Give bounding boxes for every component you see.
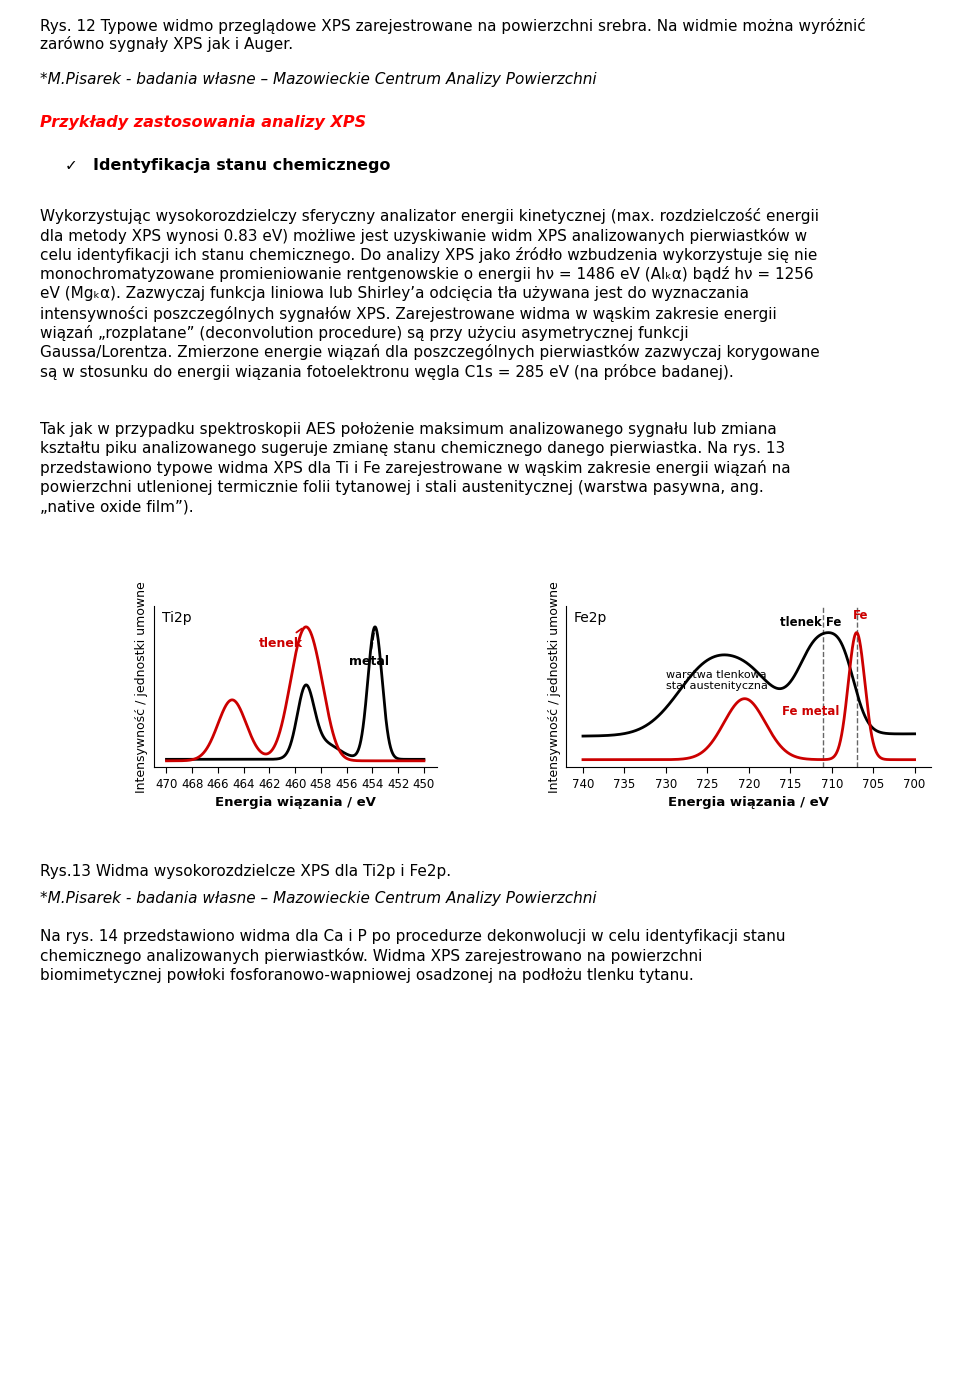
Text: celu identyfikacji ich stanu chemicznego. Do analizy XPS jako źródło wzbudzenia : celu identyfikacji ich stanu chemicznego… xyxy=(40,247,818,263)
Text: przedstawiono typowe widma XPS dla Ti i Fe zarejestrowane w wąskim zakresie ener: przedstawiono typowe widma XPS dla Ti i … xyxy=(40,461,791,476)
Text: warstwa tlenkowa
stal austenityczna: warstwa tlenkowa stal austenityczna xyxy=(666,670,768,691)
Text: Fe: Fe xyxy=(853,609,869,623)
Text: Fe metal: Fe metal xyxy=(782,705,839,717)
Text: metal: metal xyxy=(349,630,389,667)
Text: „native oxide film”).: „native oxide film”). xyxy=(40,500,194,514)
Text: Fe2p: Fe2p xyxy=(574,612,607,625)
Text: Na rys. 14 przedstawiono widma dla Ca i P po procedurze dekonwolucji w celu iden: Na rys. 14 przedstawiono widma dla Ca i … xyxy=(40,929,786,944)
Text: eV (Mgₖα). Zazwyczaj funkcja liniowa lub Shirley’a odcięcia tła używana jest do : eV (Mgₖα). Zazwyczaj funkcja liniowa lub… xyxy=(40,286,750,301)
Text: *M.Pisarek - badania własne – Mazowieckie Centrum Analizy Powierzchni: *M.Pisarek - badania własne – Mazowiecki… xyxy=(40,892,597,907)
Text: Przykłady zastosowania analizy XPS: Przykłady zastosowania analizy XPS xyxy=(40,116,367,130)
Text: powierzchni utlenionej termicznie folii tytanowej i stali austenitycznej (warstw: powierzchni utlenionej termicznie folii … xyxy=(40,481,764,495)
Text: chemicznego analizowanych pierwiastków. Widma XPS zarejestrowano na powierzchni: chemicznego analizowanych pierwiastków. … xyxy=(40,949,703,964)
Text: Rys.13 Widma wysokorozdzielcze XPS dla Ti2p i Fe2p.: Rys.13 Widma wysokorozdzielcze XPS dla T… xyxy=(40,864,451,879)
Text: biomimetycznej powłoki fosforanowo-wapniowej osadzonej na podłożu tlenku tytanu.: biomimetycznej powłoki fosforanowo-wapni… xyxy=(40,968,694,983)
Text: Tak jak w przypadku spektroskopii AES położenie maksimum analizowanego sygnału l: Tak jak w przypadku spektroskopii AES po… xyxy=(40,422,777,436)
Text: wiązań „rozplatane” (deconvolution procedure) są przy użyciu asymetrycznej funkc: wiązań „rozplatane” (deconvolution proce… xyxy=(40,325,689,341)
Text: *M.Pisarek - badania własne – Mazowieckie Centrum Analizy Powierzchni: *M.Pisarek - badania własne – Mazowiecki… xyxy=(40,72,597,86)
Text: zarówno sygnały XPS jak i Auger.: zarówno sygnały XPS jak i Auger. xyxy=(40,36,294,52)
Text: Identyfikacja stanu chemicznego: Identyfikacja stanu chemicznego xyxy=(93,157,391,173)
Text: tlenek: tlenek xyxy=(259,628,303,651)
Text: dla metody XPS wynosi 0.83 eV) możliwe jest uzyskiwanie widm XPS analizowanych p: dla metody XPS wynosi 0.83 eV) możliwe j… xyxy=(40,227,807,244)
Text: Wykorzystując wysokorozdzielczy sferyczny analizator energii kinetycznej (max. r: Wykorzystując wysokorozdzielczy sferyczn… xyxy=(40,208,819,224)
Text: monochromatyzowane promieniowanie rentgenowskie o energii hν = 1486 eV (Alₖα) bą: monochromatyzowane promieniowanie rentge… xyxy=(40,266,814,283)
Text: Gaussa/Lorentza. Zmierzone energie wiązań dla poszczególnych pierwiastków zazwyc: Gaussa/Lorentza. Zmierzone energie wiąza… xyxy=(40,344,820,361)
Y-axis label: Intensywność / jednostki umowne: Intensywność / jednostki umowne xyxy=(548,581,561,793)
Text: intensywności poszczególnych sygnałów XPS. Zarejestrowane widma w wąskim zakresi: intensywności poszczególnych sygnałów XP… xyxy=(40,305,777,322)
Text: są w stosunku do energii wiązania fotoelektronu węgla C1s = 285 eV (na próbce ba: są w stosunku do energii wiązania fotoel… xyxy=(40,364,734,380)
Text: tlenek Fe: tlenek Fe xyxy=(780,616,842,630)
X-axis label: Energia wiązania / eV: Energia wiązania / eV xyxy=(215,797,375,809)
Text: Ti2p: Ti2p xyxy=(162,612,192,625)
X-axis label: Energia wiązania / eV: Energia wiązania / eV xyxy=(668,797,829,809)
Text: ✓: ✓ xyxy=(64,157,77,173)
Text: kształtu piku analizowanego sugeruje zmianę stanu chemicznego danego pierwiastka: kształtu piku analizowanego sugeruje zmi… xyxy=(40,442,785,456)
Y-axis label: Intensywność / jednostki umowne: Intensywność / jednostki umowne xyxy=(135,581,148,793)
Text: Rys. 12 Typowe widmo przeglądowe XPS zarejestrowane na powierzchni srebra. Na wi: Rys. 12 Typowe widmo przeglądowe XPS zar… xyxy=(40,18,866,33)
